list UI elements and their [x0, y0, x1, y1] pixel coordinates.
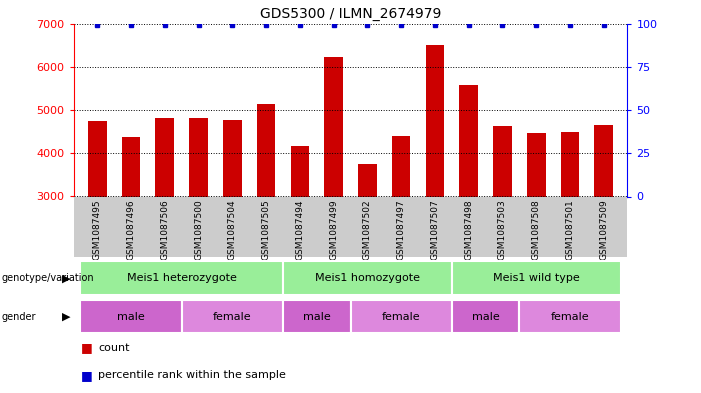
Text: male: male [117, 312, 145, 322]
Bar [182, 301, 283, 333]
Text: GSM1087495: GSM1087495 [93, 200, 102, 260]
Text: GSM1087503: GSM1087503 [498, 200, 507, 260]
Bar [350, 301, 452, 333]
Text: GSM1087501: GSM1087501 [566, 200, 575, 260]
Text: GSM1087500: GSM1087500 [194, 200, 203, 260]
Text: genotype/variation: genotype/variation [1, 273, 94, 283]
Text: ■: ■ [81, 369, 93, 382]
Bar [122, 137, 140, 326]
Text: GSM1087508: GSM1087508 [532, 200, 540, 260]
Bar [426, 45, 444, 326]
Text: female: female [382, 312, 421, 322]
Text: GSM1087496: GSM1087496 [126, 200, 135, 260]
Bar [81, 301, 182, 333]
Text: GSM1087502: GSM1087502 [363, 200, 372, 260]
Text: female: female [213, 312, 252, 322]
Bar [283, 301, 350, 333]
Bar [283, 261, 452, 295]
Bar [452, 261, 620, 295]
Bar [223, 119, 242, 326]
Text: GSM1087498: GSM1087498 [464, 200, 473, 260]
Text: male: male [472, 312, 499, 322]
Text: ▶: ▶ [62, 273, 70, 283]
Text: GSM1087494: GSM1087494 [295, 200, 304, 260]
Bar [561, 132, 579, 326]
Bar [392, 136, 411, 326]
Text: GSM1087504: GSM1087504 [228, 200, 237, 260]
Bar [325, 57, 343, 326]
Text: Meis1 homozygote: Meis1 homozygote [315, 273, 420, 283]
Bar [156, 118, 174, 326]
Text: GSM1087506: GSM1087506 [161, 200, 169, 260]
Text: ■: ■ [81, 341, 93, 354]
Title: GDS5300 / ILMN_2674979: GDS5300 / ILMN_2674979 [260, 7, 441, 21]
Bar [290, 146, 309, 326]
Bar [594, 125, 613, 326]
Text: GSM1087509: GSM1087509 [599, 200, 608, 260]
Text: GSM1087505: GSM1087505 [261, 200, 271, 260]
Bar [459, 85, 478, 326]
Text: Meis1 wild type: Meis1 wild type [493, 273, 580, 283]
Bar [527, 132, 545, 326]
Text: gender: gender [1, 312, 36, 322]
Bar [189, 118, 207, 326]
Text: percentile rank within the sample: percentile rank within the sample [98, 370, 286, 380]
Bar [88, 121, 107, 326]
Bar [257, 105, 275, 326]
Text: GSM1087507: GSM1087507 [430, 200, 440, 260]
Text: ▶: ▶ [62, 312, 70, 322]
Text: Meis1 heterozygote: Meis1 heterozygote [127, 273, 237, 283]
Text: count: count [98, 343, 130, 353]
Text: GSM1087499: GSM1087499 [329, 200, 338, 260]
Bar [519, 301, 620, 333]
Text: female: female [551, 312, 590, 322]
Bar [358, 164, 376, 326]
Bar [494, 126, 512, 326]
Bar [452, 301, 519, 333]
Text: male: male [303, 312, 331, 322]
Text: GSM1087497: GSM1087497 [397, 200, 406, 260]
Bar [81, 261, 283, 295]
